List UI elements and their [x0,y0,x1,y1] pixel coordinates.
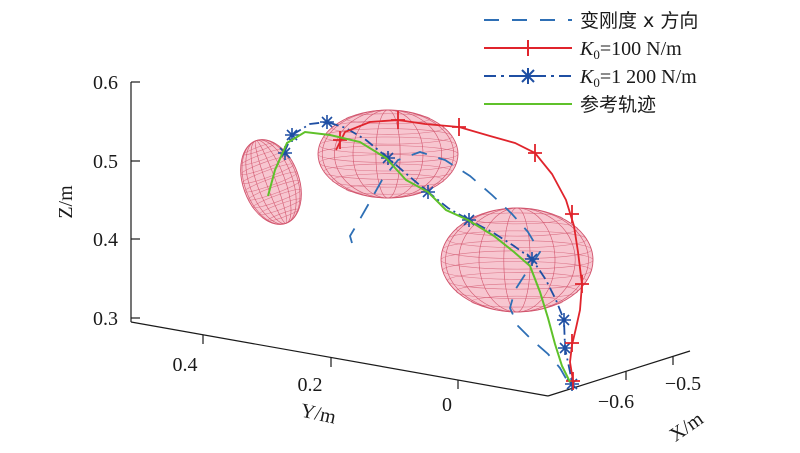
legend-label-k100: K0=100 N/m [579,38,682,62]
k100-marker-8 [566,372,580,390]
obstacle-2-parallel-1 [345,113,431,125]
z-tick-label-3: 0.3 [93,308,118,330]
legend-k1200-sub: 0 [593,75,600,90]
k100-marker-4 [528,144,542,162]
obstacle-1-parallel-6 [247,180,301,201]
z-tick-label-2: 0.4 [93,229,118,251]
series-reference-trajectory [267,130,571,383]
obstacle-1-parallel-9 [266,208,300,222]
obstacle-3-parallel-2 [455,221,579,237]
x-axis-title: X/m [666,408,708,447]
obstacle-3-parallel-9 [471,295,563,308]
k100-marker-3 [452,118,466,136]
legend-label-variable: 变刚度 x 方向 [580,10,698,32]
series-variable-stiffness-x [349,151,569,383]
obstacle-3-parallel-8 [455,283,579,299]
y-axis-line [130,321,549,397]
legend-label-reference: 参考轨迹 [580,94,656,116]
k1200-marker-8 [557,313,571,327]
legend-k100-sub: 0 [593,47,600,62]
k100-marker-2 [391,111,405,129]
k100-marker-1 [333,131,347,149]
z-axis-title: Z/m [55,185,77,219]
obstacle-1-parallel-5 [244,171,298,193]
obstacle-2-parallel-3 [323,128,453,145]
k1200-marker-7 [525,252,539,266]
y-tick-label-0: 0.4 [173,354,198,376]
k1200-marker-1 [278,146,292,160]
y-axis-title: Y/m [299,400,339,429]
reference-line [267,130,571,383]
obstacle-3-parallel-5 [440,250,594,270]
legend-k100-base: K [579,38,595,60]
series-k0-100 [333,111,589,390]
legend-k1200-base: K [579,66,595,88]
k1200-marker-3 [320,115,334,129]
obstacle-3-meridian-8 [445,207,589,313]
obstacle-1-parallel-8 [258,198,302,216]
obstacle-2-parallel-8 [331,173,445,188]
obstacle-3-parallel-6 [442,261,592,280]
k1200-marker-2 [285,128,299,142]
k100-marker-5 [565,205,579,223]
z-tick-label-0: 0.6 [93,72,118,94]
k1200-marker-4 [381,151,395,165]
obstacle-group [240,109,594,313]
k1200-marker-10 [565,377,579,391]
obstacle-1-meridian-8 [241,139,301,225]
legend-k100-rest: =100 N/m [600,38,682,60]
obstacle-3-parallel-4 [442,240,592,259]
obstacle-1-parallel-7 [252,189,302,209]
k1200-marker-9 [558,341,572,355]
obstacle-1-parallel-4 [241,163,295,184]
k100-marker-6 [575,275,589,293]
x-tick-label-1: −0.5 [665,373,701,395]
legend-marker-k1200 [520,68,536,84]
y-tick-label-2: 0 [442,394,452,416]
obstacle-3-parallel-7 [447,272,587,290]
legend-k1200-rest: =1 200 N/m [600,66,697,88]
legend-label-k1200: K0=1 200 N/m [579,66,697,90]
y-tick-label-1: 0.2 [298,374,323,396]
variable-stiffness-line [349,151,569,383]
x-tick-label-0: −0.6 [598,391,634,413]
k1200-line [283,121,573,385]
obstacle-1-parallel-1 [242,142,276,156]
obstacle-2-meridian-8 [321,109,455,199]
k100-marker-7 [565,334,579,352]
obstacle-ellipsoid-3 [440,207,594,313]
legend: 变刚度 x 方向 K0=100 N/m K0=1 200 N/m 参考轨迹 [470,2,788,124]
z-tick-label-1: 0.5 [93,151,118,173]
